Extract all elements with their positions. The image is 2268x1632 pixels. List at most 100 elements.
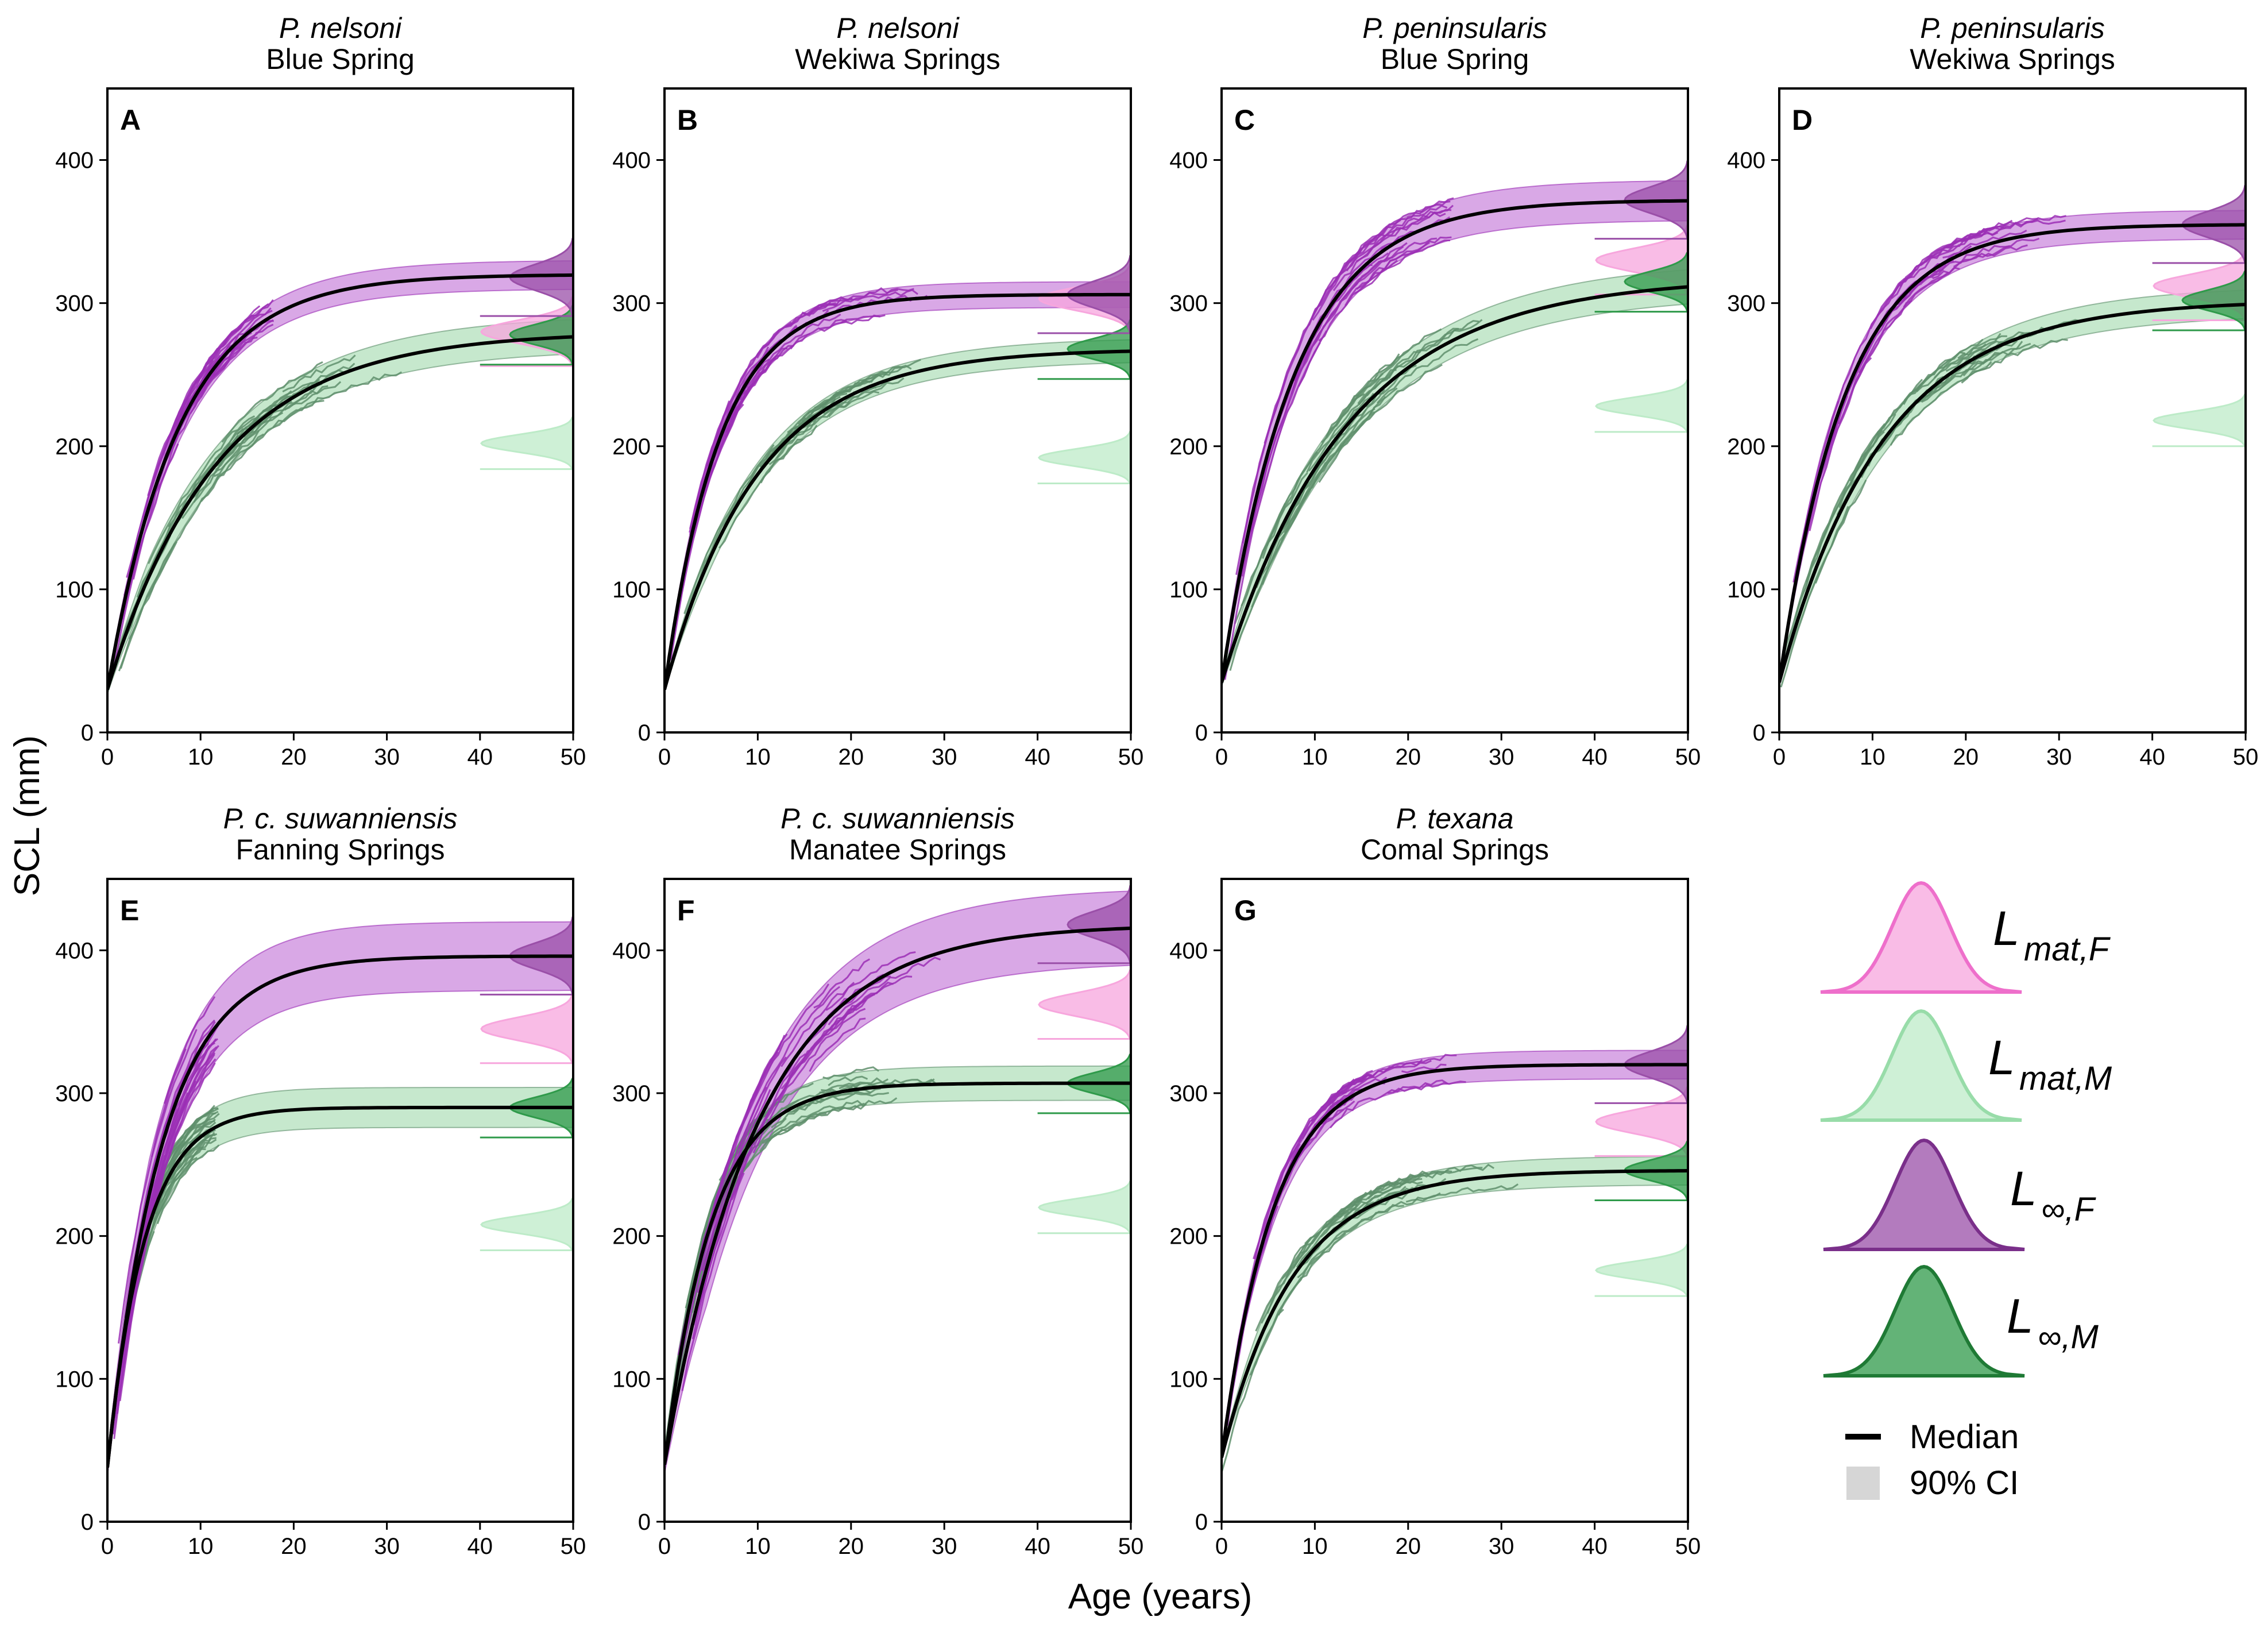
panel-letter: C: [1234, 104, 1255, 136]
y-tick-label: 300: [1727, 291, 1765, 317]
y-tick-label: 300: [612, 1081, 651, 1106]
female-trajectory: [117, 359, 225, 638]
female-trajectory: [1838, 300, 1912, 425]
lmat-m-density: [1037, 1180, 1131, 1234]
female-trajectory: [1258, 1100, 1355, 1260]
y-tick-label: 400: [55, 148, 94, 173]
male-trajectory: [807, 366, 904, 415]
x-tick-label: 20: [281, 744, 307, 770]
female-trajectory: [194, 299, 274, 384]
legend-linf-f-label: L: [2010, 1162, 2037, 1216]
y-tick-label: 300: [55, 1081, 94, 1106]
female-median-line: [664, 926, 1131, 1465]
female-trajectory: [706, 321, 792, 467]
y-tick-label: 100: [55, 577, 94, 603]
legend-linf-f: L ∞,F: [1823, 1138, 2096, 1251]
male-trajectory: [282, 354, 356, 393]
panel-species-title: P. texana: [1396, 803, 1514, 835]
male-trajectory: [776, 402, 851, 460]
female-ci-band: [1222, 1050, 1688, 1461]
male-trajectory: [1849, 358, 1952, 482]
male-trajectory: [1814, 479, 1867, 584]
legend-lmat-m-label: L: [1988, 1031, 2015, 1085]
male-trajectory: [718, 438, 803, 549]
female-trajectory: [163, 996, 216, 1104]
male-trajectory: [181, 412, 284, 519]
y-tick-label: 0: [1195, 720, 1208, 746]
male-ci-band: [107, 1087, 573, 1473]
x-tick-label: 30: [1489, 744, 1514, 770]
male-trajectory: [159, 1118, 216, 1190]
legend-median-label: Median: [1910, 1418, 2019, 1456]
male-ci-band: [664, 339, 1131, 693]
female-trajectory: [1344, 236, 1452, 306]
male-trajectory: [148, 415, 256, 564]
y-tick-label: 100: [1169, 1367, 1208, 1392]
male-median-line: [107, 335, 573, 690]
male-trajectory: [221, 361, 323, 443]
panel-b: 0 10 20 30 40 50 0 100 200 300 400 P. nelsoniWekiwa…: [612, 12, 1143, 770]
linf-m-density: [1037, 317, 1131, 380]
x-tick-label: 20: [839, 1534, 864, 1559]
lmat-m-density: [1037, 431, 1131, 485]
male-trajectory: [1292, 1178, 1423, 1269]
y-tick-label: 200: [1727, 434, 1765, 460]
y-tick-label: 300: [1169, 1081, 1208, 1106]
male-trajectory: [664, 1093, 790, 1444]
x-tick-label: 20: [1953, 744, 1979, 770]
female-median-line: [1222, 199, 1688, 683]
female-trajectory: [1829, 261, 1949, 442]
panel-site-title: Blue Spring: [1381, 43, 1529, 75]
panel-letter: A: [120, 104, 141, 136]
female-trajectory: [165, 1046, 218, 1153]
lmat-m-density: [480, 1198, 573, 1252]
legend-ci-swatch: [1846, 1467, 1880, 1500]
y-tick-label: 400: [612, 148, 651, 173]
female-trajectory: [1932, 244, 2028, 280]
female-trajectory: [111, 1024, 219, 1422]
y-tick-label: 300: [1169, 291, 1208, 317]
male-trajectory: [1261, 411, 1375, 585]
panel-d: 0 10 20 30 40 50 0 100 200 300 400 P. peninsularisW…: [1727, 12, 2258, 770]
x-tick-label: 20: [1396, 744, 1421, 770]
plot-frame: [1220, 87, 1689, 734]
x-tick-label: 0: [101, 744, 114, 770]
male-trajectory: [1255, 1236, 1313, 1332]
panel-letter: F: [677, 894, 695, 927]
x-tick-label: 10: [188, 744, 214, 770]
y-tick-label: 400: [55, 938, 94, 963]
plot-area: [664, 885, 1131, 1474]
x-tick-label: 0: [658, 744, 671, 770]
lmat-m-density: [1594, 1244, 1688, 1297]
male-trajectory: [1838, 431, 1885, 508]
x-tick-label: 0: [1773, 744, 1786, 770]
female-trajectory: [756, 296, 853, 358]
female-trajectory: [1303, 236, 1400, 353]
panel-site-title: Wekiwa Springs: [795, 43, 1000, 75]
female-trajectory: [111, 1025, 219, 1430]
legend-linf-m: L ∞,M: [1823, 1264, 2099, 1378]
linf-f-density: [1037, 885, 1131, 964]
plot-frame: [663, 878, 1132, 1523]
panel-species-title: P. peninsularis: [1920, 12, 2105, 44]
x-tick-label: 50: [561, 1534, 586, 1559]
y-tick-label: 400: [1169, 148, 1208, 173]
male-trajectory: [1296, 1194, 1381, 1268]
female-trajectory: [781, 982, 855, 1067]
linf-m-density: [2152, 268, 2246, 331]
male-trajectory: [1326, 353, 1400, 437]
male-trajectory: [1780, 506, 1849, 688]
male-trajectory: [683, 444, 775, 614]
legend-linf-m-sub: ∞,M: [2038, 1318, 2099, 1356]
y-tick-label: 0: [1195, 1510, 1208, 1535]
lmat-m-density: [2152, 393, 2246, 447]
legend-lmat-f: L mat,F: [1820, 881, 2111, 994]
female-trajectory: [724, 368, 766, 438]
male-trajectory: [1222, 1309, 1284, 1472]
female-trajectory: [132, 443, 179, 580]
legend-ci-label: 90% CI: [1910, 1464, 2019, 1502]
male-ci-band: [1222, 269, 1688, 687]
panel-letter: D: [1792, 104, 1813, 136]
linf-m-density: [480, 303, 573, 366]
male-trajectory: [118, 543, 176, 672]
